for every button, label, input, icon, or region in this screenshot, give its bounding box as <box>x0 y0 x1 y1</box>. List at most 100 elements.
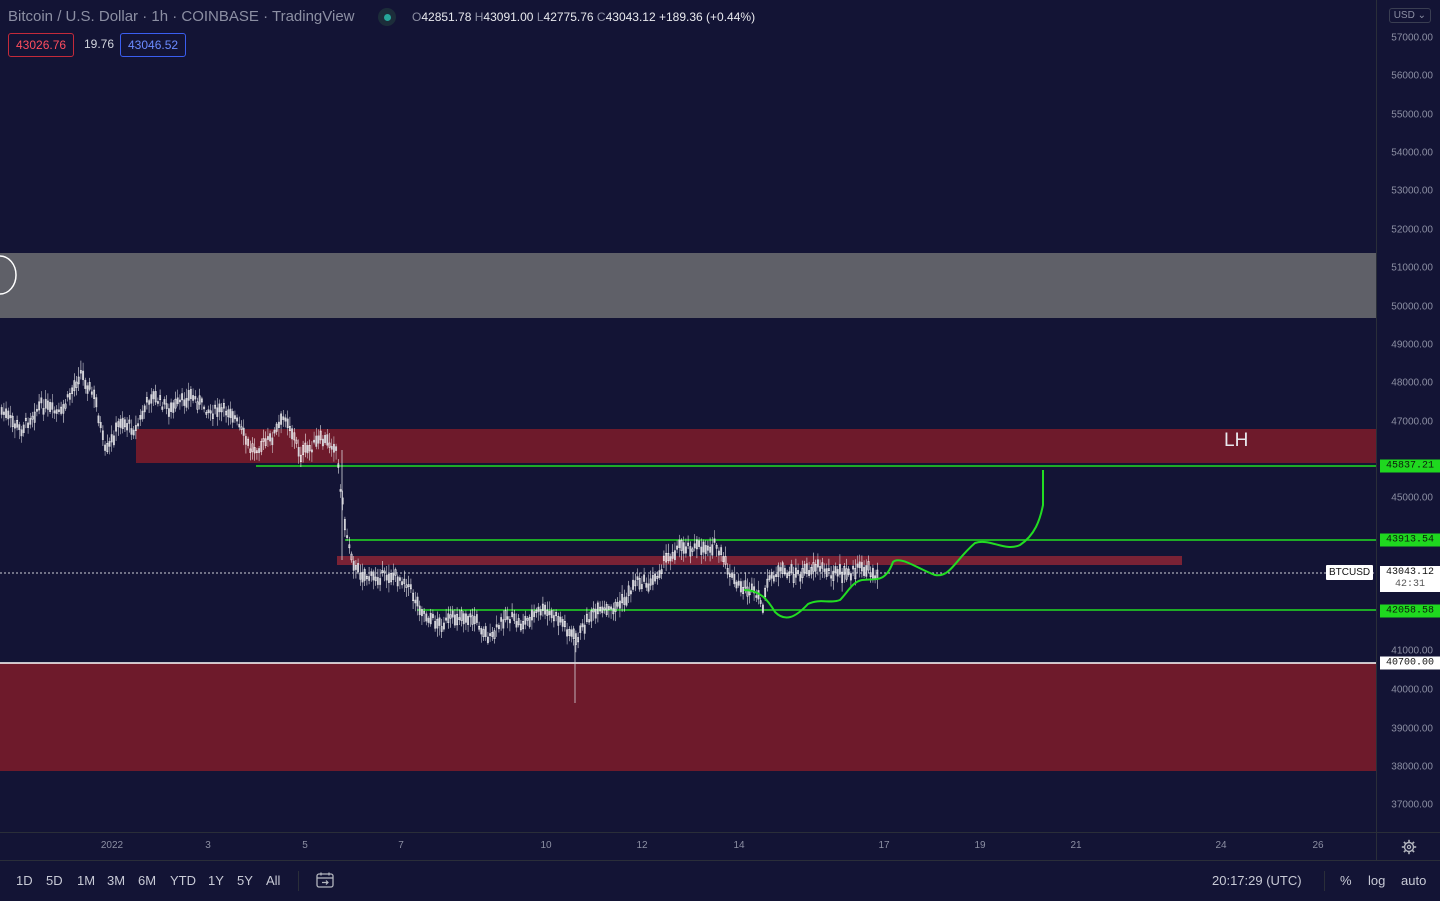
candle-body <box>196 401 199 410</box>
candle-body <box>649 578 652 586</box>
range-5y-button[interactable]: 5Y <box>237 873 253 888</box>
candle-body <box>46 400 49 410</box>
candle-body <box>205 411 208 415</box>
level-low-label[interactable]: 42058.58 <box>1380 604 1440 618</box>
currency-label: USD <box>1393 10 1415 21</box>
price-tick: 50000.00 <box>1391 301 1433 313</box>
candle-body <box>579 625 582 633</box>
candle-body <box>814 564 817 572</box>
candle-body <box>838 563 841 575</box>
support-line-label[interactable]: 40700.00 <box>1380 656 1440 670</box>
candle-body <box>698 540 701 547</box>
candle-body <box>132 429 135 436</box>
candle-body <box>11 415 14 427</box>
candle-body <box>425 613 428 622</box>
lh-annotation[interactable]: LH <box>1224 430 1249 451</box>
utc-clock[interactable]: 20:17:29 (UTC) <box>1212 873 1302 888</box>
candle-body <box>605 604 608 615</box>
projection-path[interactable] <box>743 470 1044 619</box>
range-1m-button[interactable]: 1M <box>77 873 96 888</box>
candle-body <box>271 437 274 446</box>
candle-body <box>858 561 861 569</box>
candle-body <box>170 402 173 412</box>
candle-body <box>16 420 19 428</box>
candle-body <box>702 541 705 553</box>
range-6m-button[interactable]: 6M <box>138 873 157 888</box>
time-tick: 5 <box>302 840 308 851</box>
level-mid-label[interactable]: 43913.54 <box>1380 533 1440 547</box>
mid-red-zone[interactable] <box>337 556 1182 565</box>
time-tick: 17 <box>878 840 890 851</box>
candle-body <box>348 544 351 549</box>
grey-resistance-zone[interactable] <box>0 253 1376 318</box>
candle-body <box>313 439 316 443</box>
candle-body <box>407 584 410 587</box>
range-1d-button[interactable]: 1D <box>16 873 33 888</box>
candle-body <box>759 600 762 604</box>
price-tick: 40000.00 <box>1391 684 1433 696</box>
chart-settings-button[interactable] <box>1376 832 1440 861</box>
candle-body <box>161 406 164 410</box>
candle-body <box>669 556 672 562</box>
candle-body <box>423 611 426 614</box>
zone-handle-circle[interactable] <box>0 255 17 295</box>
currency-dropdown[interactable]: USD ⌄ <box>1388 8 1431 23</box>
candle-body <box>618 600 621 609</box>
candle-body <box>354 565 357 570</box>
time-tick: 14 <box>733 840 745 851</box>
bottom-red-zone[interactable] <box>0 663 1376 771</box>
range-all-button[interactable]: All <box>266 873 281 888</box>
candle-body <box>431 613 434 619</box>
time-scale[interactable]: 2022 3 5 7 10 12 14 17 19 21 24 26 <box>0 832 1376 861</box>
candle-body <box>436 618 439 629</box>
percent-scale-toggle[interactable]: % <box>1340 873 1352 888</box>
price-tick: 48000.00 <box>1391 377 1433 389</box>
candle-body <box>343 519 346 531</box>
candle-body <box>755 595 758 598</box>
candle-body <box>198 395 201 405</box>
candle-body <box>834 566 837 574</box>
price-tick: 51000.00 <box>1391 262 1433 274</box>
range-3m-button[interactable]: 3M <box>107 873 126 888</box>
log-scale-toggle[interactable]: log <box>1368 873 1386 888</box>
lh-red-zone[interactable] <box>136 429 1376 463</box>
candle-body <box>165 403 168 409</box>
chart-pane[interactable]: Bitcoin / U.S. Dollar · 1h · COINBASE · … <box>0 0 1376 832</box>
candle-body <box>610 606 613 610</box>
auto-scale-toggle[interactable]: auto <box>1401 873 1427 888</box>
buy-price-button[interactable]: 43046.52 <box>120 33 187 57</box>
sell-price-button[interactable]: 43026.76 <box>8 33 75 57</box>
candle-body <box>2 411 5 415</box>
toolbar-divider <box>298 871 299 891</box>
candle-body <box>475 614 478 623</box>
range-5d-button[interactable]: 5D <box>46 873 63 888</box>
candle-body <box>803 564 806 574</box>
candle-body <box>383 570 386 574</box>
symbol-legend-title[interactable]: Bitcoin / U.S. Dollar · 1h · COINBASE · … <box>8 8 355 25</box>
candle-body <box>183 399 186 406</box>
candle-body <box>825 568 828 577</box>
calendar-goto-icon[interactable] <box>316 872 334 893</box>
level-high-label[interactable]: 45837.21 <box>1380 459 1440 473</box>
candle-body <box>625 596 628 606</box>
range-1y-button[interactable]: 1Y <box>208 873 224 888</box>
chart-canvas[interactable] <box>0 0 1376 832</box>
candle-body <box>662 555 665 561</box>
market-status-icon[interactable] <box>378 8 396 26</box>
candle-body <box>178 399 181 403</box>
candle-body <box>438 617 441 626</box>
candle-body <box>515 620 518 628</box>
price-tick: 53000.00 <box>1391 185 1433 197</box>
high-key: H <box>474 10 484 24</box>
candle-body <box>517 618 520 626</box>
candle-body <box>359 572 362 580</box>
candle-body <box>174 398 177 409</box>
range-ytd-button[interactable]: YTD <box>170 873 196 888</box>
candle-body <box>143 405 146 413</box>
candle-body <box>715 544 718 549</box>
candle-body <box>90 391 93 395</box>
price-scale[interactable]: USD ⌄ 57000.00 56000.00 55000.00 54000.0… <box>1376 0 1440 832</box>
candle-body <box>310 449 313 453</box>
candle-body <box>357 563 360 573</box>
candle-body <box>570 629 573 637</box>
